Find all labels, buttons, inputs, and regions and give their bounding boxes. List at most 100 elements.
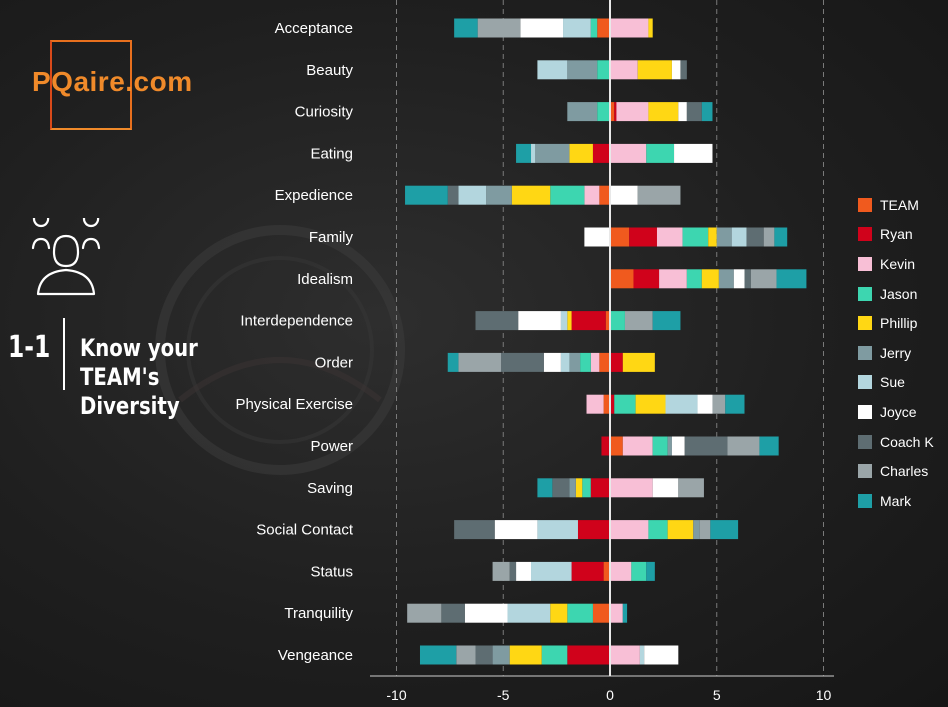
legend-label: TEAM xyxy=(880,196,919,213)
bar-segment xyxy=(610,561,632,581)
bar-segment xyxy=(597,102,610,122)
bar-segment xyxy=(590,18,598,38)
section-number: 1-1 xyxy=(8,330,51,365)
bar-segment xyxy=(518,311,561,331)
bar-segment xyxy=(699,520,711,540)
bar-segment xyxy=(454,18,478,38)
bar-segment xyxy=(667,436,672,456)
bar-segment xyxy=(646,143,675,163)
bar-segment xyxy=(477,18,521,38)
bar-segment xyxy=(458,352,502,372)
legend-item: Sue xyxy=(858,368,934,398)
bar-segment xyxy=(454,520,495,540)
category-label: Status xyxy=(310,563,353,580)
category-label: Tranquility xyxy=(284,605,353,622)
legend-swatch xyxy=(858,197,872,212)
bar-segment xyxy=(567,60,598,80)
bar-segment xyxy=(464,603,508,623)
bar-segment xyxy=(622,436,653,456)
legend-swatch xyxy=(858,493,872,508)
bar-segment xyxy=(644,645,679,665)
bar-segment xyxy=(665,394,698,414)
bar-segment xyxy=(646,561,655,581)
bar-segment xyxy=(610,18,649,38)
bar-segment xyxy=(537,478,553,498)
bar-segment xyxy=(610,143,647,163)
bar-segment xyxy=(744,269,751,289)
bar-segment xyxy=(447,185,459,205)
category-label: Eating xyxy=(310,145,353,162)
category-label: Idealism xyxy=(297,271,353,288)
bar-segment xyxy=(511,185,551,205)
bar-segment xyxy=(509,561,517,581)
x-tick-label: 10 xyxy=(816,687,832,703)
bar-segment xyxy=(610,520,649,540)
legend-label: Jerry xyxy=(880,344,912,361)
legend-label: Kevin xyxy=(880,255,916,272)
bar-segment xyxy=(456,645,476,665)
bar-segment xyxy=(567,102,598,122)
bar-segment xyxy=(580,352,591,372)
x-tick-label: -5 xyxy=(497,687,510,703)
bar-segment xyxy=(509,645,542,665)
bar-segment xyxy=(516,561,532,581)
legend-swatch xyxy=(858,256,872,271)
bar-segment xyxy=(701,269,719,289)
bar-segment xyxy=(605,311,610,331)
bar-segment xyxy=(671,60,681,80)
bar-segment xyxy=(560,352,570,372)
logo-frame xyxy=(50,40,132,130)
legend-swatch xyxy=(858,434,872,449)
legend-label: Ryan xyxy=(880,226,913,243)
bar-segment xyxy=(674,143,713,163)
legend-item: Charles xyxy=(858,456,934,486)
bar-segment xyxy=(635,394,666,414)
bar-segment xyxy=(610,436,623,456)
legend-label: Sue xyxy=(880,374,905,391)
legend-swatch xyxy=(858,345,872,360)
section-title: Know your TEAM's Diversity xyxy=(80,334,198,421)
bar-segment xyxy=(610,227,630,247)
bar-segment xyxy=(648,520,668,540)
bar-segment xyxy=(682,227,709,247)
bar-segment xyxy=(419,645,457,665)
bar-segment xyxy=(656,227,683,247)
category-label: Acceptance xyxy=(275,20,353,37)
bar-segment xyxy=(622,603,628,623)
bar-segment xyxy=(610,60,638,80)
bar-segment xyxy=(652,478,679,498)
bar-segment xyxy=(560,311,568,331)
bar-segment xyxy=(631,561,647,581)
bar-segment xyxy=(543,352,561,372)
bar-segment xyxy=(569,143,593,163)
bar-segment xyxy=(475,645,493,665)
legend-swatch xyxy=(858,464,872,479)
category-label: Vengeance xyxy=(278,647,353,664)
bar-segment xyxy=(678,102,687,122)
bar-segment xyxy=(603,394,610,414)
bar-segment xyxy=(652,311,681,331)
bar-segment xyxy=(678,478,704,498)
team-icon xyxy=(31,218,101,296)
bar-segment xyxy=(492,561,510,581)
bar-segment xyxy=(610,269,634,289)
bar-segment xyxy=(652,436,668,456)
category-label: Interdependence xyxy=(240,313,353,330)
bar-segment xyxy=(616,102,649,122)
section-title-line-2: TEAM's xyxy=(80,363,160,391)
bar-segment xyxy=(610,102,615,122)
category-label: Saving xyxy=(307,480,353,497)
bar-segment xyxy=(407,603,442,623)
bar-segment xyxy=(563,18,591,38)
legend-swatch xyxy=(858,286,872,301)
bar-segment xyxy=(667,520,694,540)
bar-segment xyxy=(746,227,764,247)
bar-segment xyxy=(610,394,615,414)
bar-segment xyxy=(763,227,775,247)
category-label: Family xyxy=(309,229,354,246)
category-label: Power xyxy=(310,438,353,455)
x-tick-label: -10 xyxy=(386,687,406,703)
bar-segment xyxy=(648,18,653,38)
bar-segment xyxy=(475,311,519,331)
bar-segment xyxy=(686,269,702,289)
